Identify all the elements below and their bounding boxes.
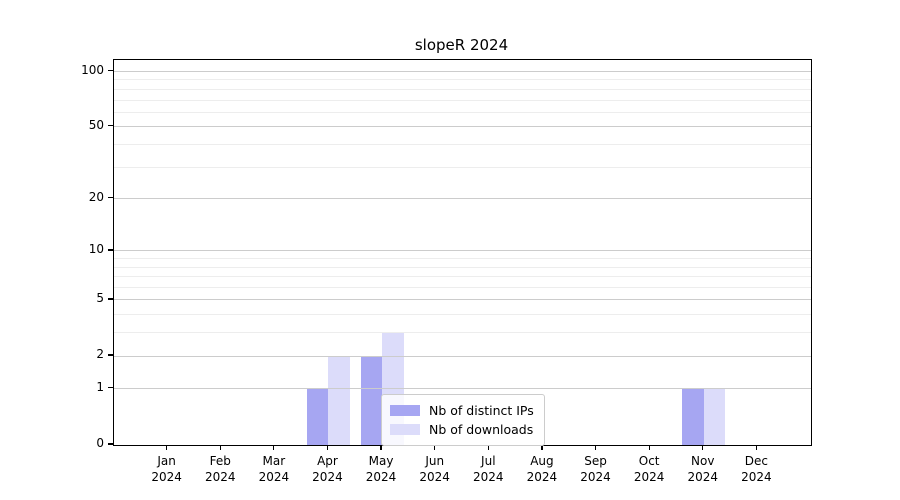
x-tick-label: Oct 2024	[633, 454, 665, 485]
legend-swatch-distinct-ips	[390, 405, 420, 416]
x-tick-label: Jul 2024	[473, 454, 504, 485]
legend-label-downloads: Nb of downloads	[429, 422, 534, 437]
x-tick-mark	[219, 445, 221, 450]
y-tick-label: 2	[96, 347, 104, 362]
gridline	[114, 126, 811, 128]
legend-row-downloads: Nb of downloads	[390, 420, 534, 439]
bar-nov-series-1	[703, 388, 726, 445]
gridline	[114, 198, 811, 200]
x-tick-label: May 2024	[365, 454, 397, 485]
y-tick-mark	[108, 443, 113, 445]
x-tick-label: Aug 2024	[526, 454, 558, 485]
x-tick-mark	[166, 445, 168, 450]
plot-area: Nb of distinct IPs Nb of downloads	[113, 59, 812, 446]
x-tick-mark	[594, 445, 597, 450]
y-tick-label: 50	[88, 117, 104, 132]
x-tick-label: Jan 2024	[151, 454, 182, 485]
bar-apr-series-1	[328, 356, 350, 445]
gridline	[114, 266, 811, 268]
x-tick-mark	[702, 445, 704, 450]
gridline	[114, 287, 811, 289]
gridline	[114, 355, 811, 357]
x-tick-mark	[648, 445, 650, 450]
gridline	[114, 166, 811, 168]
y-tick-label: 20	[88, 189, 104, 204]
gridline	[114, 314, 811, 316]
gridline	[114, 88, 811, 90]
legend: Nb of distinct IPs Nb of downloads	[381, 394, 545, 446]
x-tick-label: Nov 2024	[687, 454, 719, 485]
gridline	[114, 332, 811, 334]
gridline	[114, 299, 811, 301]
x-tick-mark	[541, 445, 543, 450]
legend-label-distinct-ips: Nb of distinct IPs	[429, 403, 534, 418]
x-tick-mark	[434, 445, 436, 450]
gridline	[114, 71, 811, 72]
x-tick-mark	[380, 445, 382, 450]
legend-swatch-downloads	[390, 424, 420, 435]
x-tick-mark	[326, 445, 329, 450]
chart-title: slopeR 2024	[414, 36, 509, 54]
y-tick-mark	[108, 387, 113, 389]
y-tick-label: 1	[96, 379, 104, 394]
gridline	[114, 111, 811, 113]
y-tick-mark	[108, 249, 113, 251]
y-tick-mark	[108, 197, 113, 199]
y-tick-mark	[108, 69, 113, 72]
gridline	[114, 258, 811, 260]
x-tick-label: Apr 2024	[312, 454, 343, 485]
gridline	[114, 143, 811, 145]
gridline	[114, 79, 811, 81]
y-tick-label: 5	[96, 290, 104, 305]
bar-apr-series-0	[307, 388, 329, 445]
x-tick-label: Sep 2024	[580, 454, 611, 485]
gridline	[114, 276, 811, 278]
y-tick-mark	[108, 354, 113, 356]
bar-may-series-0	[360, 356, 383, 445]
bar-nov-series-0	[682, 388, 704, 445]
x-tick-label: Dec 2024	[741, 454, 772, 485]
y-tick-label: 100	[81, 62, 104, 77]
y-tick-label: 10	[88, 241, 104, 256]
y-tick-label: 0	[96, 436, 104, 450]
x-tick-mark	[487, 445, 489, 450]
x-tick-label: Mar 2024	[258, 454, 290, 485]
legend-row-distinct-ips: Nb of distinct IPs	[390, 401, 534, 420]
y-tick-mark	[108, 298, 113, 300]
x-tick-label: Feb 2024	[204, 454, 236, 485]
x-tick-label: Jun 2024	[419, 454, 450, 485]
gridline	[114, 99, 811, 101]
x-tick-mark	[755, 445, 757, 450]
y-tick-mark	[108, 125, 113, 127]
gridline	[114, 250, 811, 252]
x-tick-mark	[273, 445, 275, 450]
